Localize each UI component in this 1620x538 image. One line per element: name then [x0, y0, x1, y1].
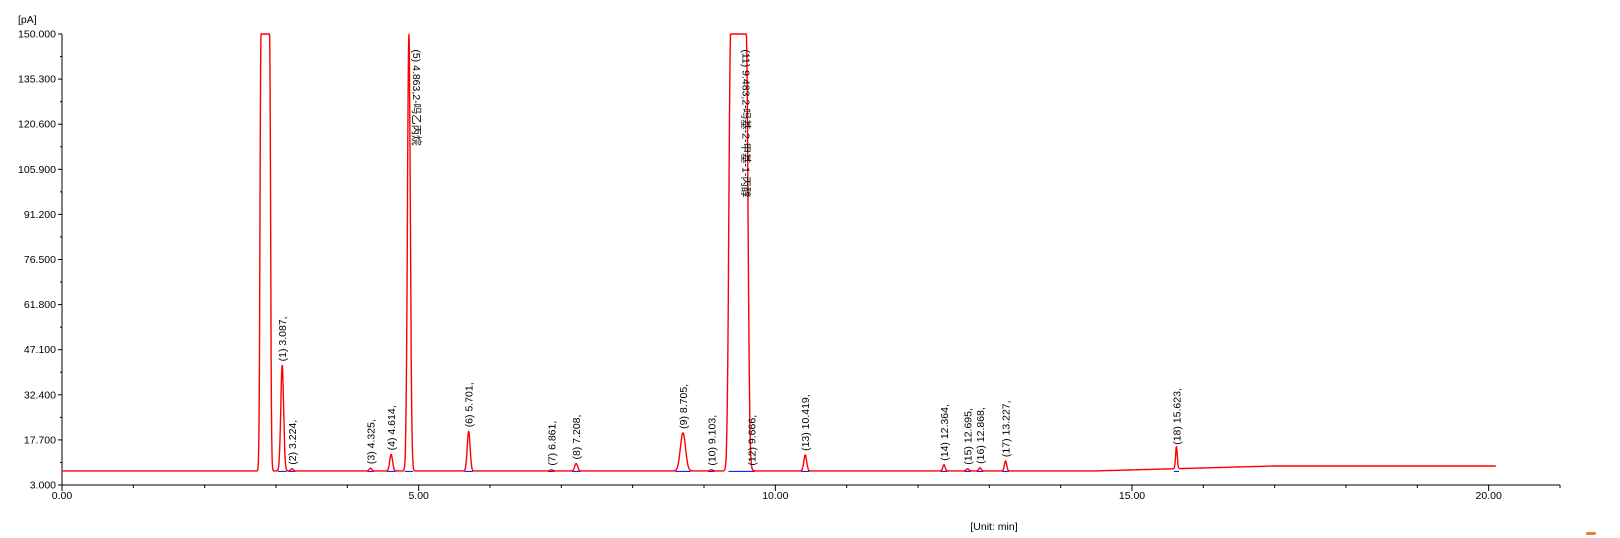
y-tick-label: 91.200	[24, 209, 56, 221]
y-tick-label: 150.000	[18, 29, 56, 41]
y-tick-label: 3.000	[30, 480, 56, 492]
y-axis-unit-label: [pA]	[18, 14, 37, 26]
peak-label: (7) 6.861,	[546, 421, 558, 466]
y-tick-label: 61.800	[24, 299, 56, 311]
chromatogram-trace	[61, 33, 1497, 472]
y-tick-label: 135.300	[18, 74, 56, 86]
x-tick-label: 20.00	[1476, 490, 1502, 502]
y-tick-label: 120.600	[18, 119, 56, 131]
y-tick-label: 32.400	[24, 389, 56, 401]
peak-label: (18) 15.623,	[1171, 388, 1183, 445]
peak-label: (11) 9.483,2-吗基-2-甲基-1-丙醇	[739, 49, 752, 198]
x-tick-label: 5.00	[408, 490, 429, 502]
peak-label: (6) 5.701,	[464, 382, 476, 427]
peak-label: (8) 7.208,	[571, 415, 583, 460]
corner-mark	[1586, 532, 1596, 535]
x-tick-label: 10.00	[762, 490, 788, 502]
peak-label: (2) 3.224,	[287, 420, 299, 465]
peak-labels: (1) 3.087, (2) 3.224, (3) 4.325, (4) 4.614,…	[277, 49, 1183, 465]
peak-label: (10) 9.103,	[706, 415, 718, 466]
y-tick-label: 76.500	[24, 254, 56, 266]
chromatogram-line	[61, 33, 1497, 472]
peak-label: (5) 4.863,2-吗乙丙烷	[410, 49, 423, 146]
peak-label: (17) 13.227,	[1001, 400, 1013, 457]
peak-label: (16) 12.868,	[975, 407, 987, 464]
x-tick-label: 0.00	[52, 490, 73, 502]
y-tick-label: 17.700	[24, 434, 56, 446]
peak-label: (3) 4.325,	[366, 419, 378, 464]
peak-label: (1) 3.087,	[277, 316, 289, 361]
peak-label: (14) 12.364,	[939, 404, 951, 461]
peak-label: (15) 12.695,	[963, 408, 975, 465]
x-tick-label: 15.00	[1119, 490, 1145, 502]
peak-label: (9) 8.705,	[678, 384, 690, 429]
y-tick-label: 47.100	[24, 344, 56, 356]
peak-label: (12) 9.666,	[747, 415, 759, 466]
y-tick-label: 105.900	[18, 164, 56, 176]
x-axis-unit-label: [Unit: min]	[970, 521, 1017, 533]
peak-label: (13) 10.419,	[800, 394, 812, 451]
chart-axes: 3.000 17.700 32.400 47.100 61.800 76.500 91.20…	[18, 29, 1561, 502]
peak-label: (4) 4.614,	[386, 405, 398, 450]
